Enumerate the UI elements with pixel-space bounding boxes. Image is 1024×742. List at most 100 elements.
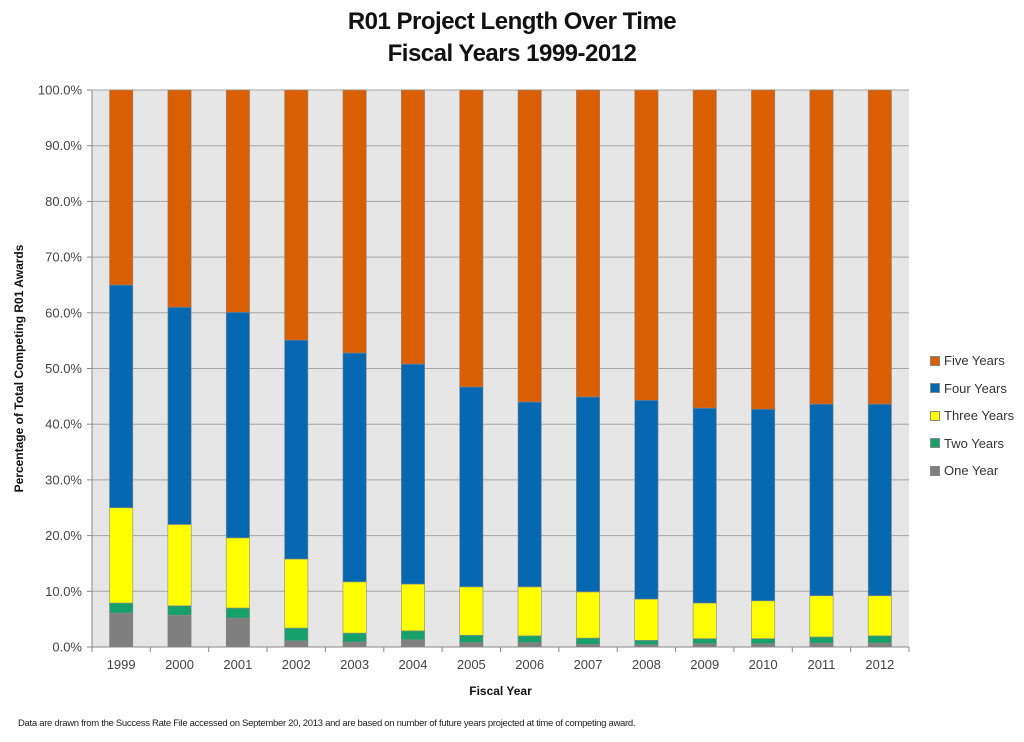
bar-segment-three-years-2011	[809, 595, 834, 638]
legend-item-two-years: Two Years	[930, 430, 1014, 458]
x-tick-label: 2005	[457, 657, 486, 672]
bar-segment-one-year-2004	[400, 639, 425, 648]
bar-segment-five-years-2011	[809, 89, 834, 405]
x-tick-label: 2003	[340, 657, 369, 672]
chart-title: R01 Project Length Over Time	[347, 8, 677, 35]
x-tick-label: 2009	[690, 657, 719, 672]
bar-segment-two-years-2005	[459, 635, 484, 643]
bars	[109, 89, 892, 648]
x-tick-label: 2012	[865, 657, 894, 672]
bar-segment-three-years-2005	[459, 586, 484, 636]
bar-segment-five-years-2001	[225, 89, 250, 313]
bar-segment-four-years-2004	[400, 363, 425, 585]
bar-segment-two-years-2012	[867, 635, 892, 644]
y-tick-label: 60.0%	[45, 305, 82, 320]
bar-segment-three-years-1999	[109, 507, 134, 604]
bar-segment-five-years-2012	[867, 89, 892, 405]
legend-swatch	[930, 383, 940, 394]
bar-segment-four-years-2000	[167, 306, 192, 525]
x-tick-label: 2002	[282, 657, 311, 672]
legend-item-five-years: Five Years	[930, 347, 1014, 375]
bar-segment-two-years-2009	[692, 638, 717, 644]
bar-segment-two-years-2000	[167, 605, 192, 616]
bar-segment-two-years-1999	[109, 602, 134, 614]
x-tick-label: 2000	[165, 657, 194, 672]
bar-segment-four-years-2003	[342, 352, 367, 583]
legend-swatch	[930, 465, 940, 476]
bar-segment-four-years-1999	[109, 284, 134, 509]
bar-segment-five-years-2000	[167, 89, 192, 308]
bar-segment-three-years-2009	[692, 602, 717, 639]
bar-segment-four-years-2001	[225, 311, 250, 539]
bar-segment-five-years-2003	[342, 89, 367, 354]
bar-segment-two-years-2010	[751, 638, 776, 644]
legend-item-three-years: Three Years	[930, 402, 1014, 430]
bar-segment-five-years-2002	[284, 89, 309, 341]
legend-item-four-years: Four Years	[930, 375, 1014, 403]
bar-segment-one-year-2009	[692, 643, 717, 648]
bar-segment-one-year-2000	[167, 614, 192, 648]
bar-segment-two-years-2007	[576, 637, 601, 645]
x-tick-label: 2011	[807, 657, 835, 672]
legend-label: Two Years	[944, 435, 1004, 451]
x-tick-label: 2004	[399, 657, 428, 672]
bar-segment-four-years-2008	[634, 399, 659, 600]
bar-segment-three-years-2001	[225, 537, 250, 609]
y-tick-label: 90.0%	[45, 138, 82, 153]
bar-segment-two-years-2004	[400, 630, 425, 641]
y-tick-label: 70.0%	[45, 250, 82, 265]
bar-segment-three-years-2007	[576, 591, 601, 639]
bar-segment-two-years-2003	[342, 632, 367, 643]
chart-subtitle: Fiscal Years 1999-2012	[387, 40, 637, 67]
bar-segment-three-years-2012	[867, 595, 892, 637]
legend-label: Five Years	[944, 353, 1005, 369]
x-axis-label: Fiscal Year	[469, 684, 532, 698]
x-tick-label: 2007	[574, 657, 603, 672]
axes: 0.0% 10.0% 20.0% 30.0% 40.0% 50.0% 60.0% 70.0% 8…	[38, 83, 910, 672]
bar-segment-four-years-2007	[576, 396, 601, 593]
bar-segment-two-years-2011	[809, 636, 834, 644]
bar-segment-three-years-2006	[517, 586, 542, 637]
bar-segment-three-years-2002	[284, 558, 309, 629]
bar-segment-three-years-2008	[634, 598, 659, 641]
legend-label: Four Years	[944, 380, 1007, 396]
bar-segment-one-year-2012	[867, 642, 892, 648]
y-tick-label: 100.0%	[38, 83, 83, 98]
bar-segment-four-years-2006	[517, 401, 542, 588]
x-tick-label: 1999	[107, 657, 136, 672]
bar-segment-three-years-2003	[342, 581, 367, 634]
bar-segment-two-years-2002	[284, 627, 309, 642]
y-tick-label: 10.0%	[45, 584, 82, 599]
bar-segment-four-years-2005	[459, 386, 484, 588]
legend-swatch	[930, 355, 940, 366]
bar-segment-one-year-2006	[517, 642, 542, 648]
legend-swatch	[930, 438, 940, 449]
legend-item-one-year: One Year	[930, 457, 1014, 485]
bar-segment-one-year-2002	[284, 640, 309, 648]
legend-label: Three Years	[944, 408, 1015, 424]
bar-segment-five-years-2009	[692, 89, 717, 409]
bar-segment-five-years-2007	[576, 89, 601, 398]
bar-segment-four-years-2011	[809, 403, 834, 597]
bar-segment-five-years-2008	[634, 89, 659, 401]
y-tick-label: 80.0%	[45, 194, 82, 209]
bar-segment-three-years-2000	[167, 524, 192, 607]
x-tick-label: 2006	[515, 657, 544, 672]
x-tick-label: 2001	[223, 657, 252, 672]
bar-segment-two-years-2006	[517, 635, 542, 643]
y-axis-label: Percentage of Total Competing R01 Awards	[12, 244, 26, 492]
x-tick-label: 2010	[749, 657, 778, 672]
bar-segment-one-year-1999	[109, 612, 134, 648]
legend-swatch	[930, 410, 940, 421]
y-tick-label: 20.0%	[45, 528, 82, 543]
bar-segment-three-years-2004	[400, 583, 425, 632]
y-tick-label: 30.0%	[45, 472, 82, 487]
x-tick-label: 2008	[632, 657, 661, 672]
bar-segment-four-years-2010	[751, 408, 776, 602]
bar-segment-five-years-1999	[109, 89, 134, 286]
bar-segment-three-years-2010	[751, 600, 776, 639]
bar-segment-one-year-2003	[342, 641, 367, 648]
legend: Five Years Four Years Three Years Two Years…	[930, 347, 1014, 485]
bar-segment-four-years-2012	[867, 403, 892, 597]
